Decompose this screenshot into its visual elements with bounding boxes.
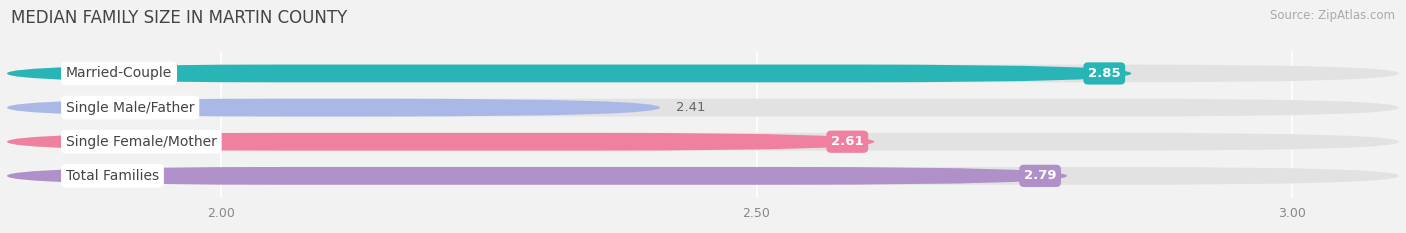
FancyBboxPatch shape xyxy=(7,99,1399,116)
Text: 2.79: 2.79 xyxy=(1024,169,1056,182)
FancyBboxPatch shape xyxy=(7,65,1399,82)
Text: 2.85: 2.85 xyxy=(1088,67,1121,80)
Text: Total Families: Total Families xyxy=(66,169,159,183)
Text: MEDIAN FAMILY SIZE IN MARTIN COUNTY: MEDIAN FAMILY SIZE IN MARTIN COUNTY xyxy=(11,9,347,27)
FancyBboxPatch shape xyxy=(7,133,875,151)
Text: 2.41: 2.41 xyxy=(676,101,706,114)
FancyBboxPatch shape xyxy=(7,167,1399,185)
Text: Single Female/Mother: Single Female/Mother xyxy=(66,135,217,149)
Text: Source: ZipAtlas.com: Source: ZipAtlas.com xyxy=(1270,9,1395,22)
FancyBboxPatch shape xyxy=(7,65,1132,82)
Text: Single Male/Father: Single Male/Father xyxy=(66,101,194,115)
FancyBboxPatch shape xyxy=(7,133,1399,151)
Text: 2.61: 2.61 xyxy=(831,135,863,148)
FancyBboxPatch shape xyxy=(7,167,1067,185)
FancyBboxPatch shape xyxy=(7,99,661,116)
Text: Married-Couple: Married-Couple xyxy=(66,66,172,80)
